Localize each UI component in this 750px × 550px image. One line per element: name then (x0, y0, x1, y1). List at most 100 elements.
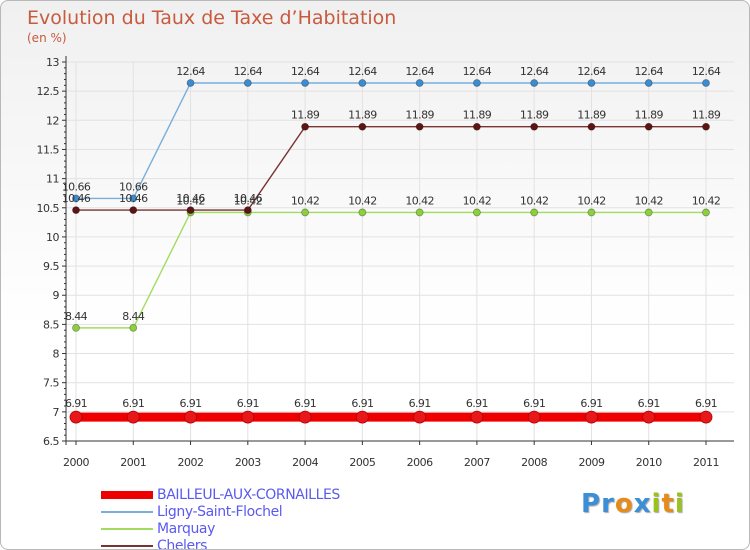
data-point (642, 410, 656, 424)
y-tick-label: 6.5 (43, 435, 59, 448)
data-point (473, 122, 481, 131)
y-tick-label: 13 (46, 56, 59, 69)
data-point (358, 208, 367, 217)
data-point (530, 122, 539, 131)
legend-label: Chelers (157, 537, 208, 550)
data-label: 12.64 (692, 65, 721, 78)
data-point (243, 206, 252, 215)
data-point (301, 122, 309, 131)
x-tick-label: 2008 (521, 456, 547, 469)
x-tick-label: 2007 (464, 456, 490, 469)
brand-logo: Proxiti (581, 489, 685, 519)
brand-letter: x (633, 489, 652, 519)
data-point (126, 410, 140, 424)
data-point (585, 410, 598, 424)
data-point (129, 206, 138, 215)
data-label: 12.64 (463, 65, 492, 78)
data-label: 10.42 (577, 194, 606, 207)
data-point (702, 122, 710, 131)
x-tick-label: 2011 (693, 456, 719, 469)
y-tick-label: 9 (53, 289, 60, 302)
brand-letter: t (661, 489, 675, 519)
legend-item: Ligny-Saint-Flochel (101, 503, 340, 520)
data-label: 6.91 (179, 397, 201, 410)
data-point (69, 410, 83, 424)
series-line (76, 211, 706, 329)
data-point (184, 410, 197, 424)
series-ligny-saint-flochel: 10.66 10.66 12.64 12.64 12.64 12.64 12.64 12.64… (62, 65, 721, 203)
data-label: 10.46 (62, 192, 91, 205)
data-point (301, 79, 309, 87)
data-label: 10.42 (692, 194, 721, 207)
data-point (415, 208, 424, 217)
series-marquay: 8.44 8.44 10.42 10.42 10.42 10.42 10.42 10.42 10… (65, 194, 721, 332)
data-label: 8.44 (122, 310, 145, 323)
y-tick-label: 12.5 (37, 85, 60, 98)
data-point (527, 410, 541, 424)
y-tick-label: 8.5 (43, 318, 59, 331)
data-point (186, 79, 195, 87)
series-line (76, 82, 706, 200)
data-point (415, 79, 424, 87)
data-label: 12.64 (176, 65, 205, 78)
data-label: 12.64 (291, 65, 320, 78)
data-point (298, 410, 312, 424)
data-point (241, 410, 255, 424)
data-label: 10.66 (119, 180, 148, 193)
data-label: 10.42 (234, 194, 263, 207)
data-point (587, 122, 596, 131)
data-point (473, 79, 481, 87)
data-label: 11.89 (463, 109, 492, 122)
data-label: 10.42 (463, 194, 492, 207)
data-point (72, 323, 80, 332)
series-chelers: 10.46 10.46 10.46 10.46 11.89 11.89 11.89 11.89… (62, 109, 721, 215)
y-tick-label: 10.5 (37, 202, 60, 215)
data-label: 12.64 (405, 65, 434, 78)
data-label: 6.91 (409, 397, 431, 410)
data-point (470, 410, 484, 424)
data-point (644, 122, 653, 131)
data-point (72, 206, 80, 215)
data-label: 11.89 (692, 109, 721, 122)
data-label: 12.64 (634, 65, 663, 78)
brand-letter: i (674, 489, 685, 519)
data-point (129, 194, 138, 203)
y-tick-label: 11 (46, 173, 59, 186)
legend-label: Ligny-Saint-Flochel (157, 503, 283, 520)
y-tick-label: 11.5 (37, 143, 60, 156)
data-label: 6.91 (65, 397, 87, 410)
data-point (72, 194, 80, 203)
data-label: 10.46 (119, 192, 148, 205)
data-point (129, 323, 138, 332)
data-label: 6.91 (122, 397, 144, 410)
data-point (358, 79, 367, 87)
series-line (76, 126, 706, 211)
data-point (702, 208, 710, 217)
data-label: 12.64 (520, 65, 549, 78)
data-label: 12.64 (234, 65, 263, 78)
data-label: 10.42 (520, 194, 549, 207)
data-point (358, 122, 367, 131)
data-label: 6.91 (351, 397, 373, 410)
data-point (530, 208, 539, 217)
data-label: 12.64 (348, 65, 377, 78)
data-label: 10.42 (348, 194, 377, 207)
data-label: 6.91 (466, 397, 488, 410)
x-tick-label: 2010 (636, 456, 662, 469)
data-label: 11.89 (634, 109, 663, 122)
data-point (702, 79, 710, 87)
data-label: 8.44 (65, 310, 88, 323)
legend-label: Marquay (157, 520, 215, 537)
data-label: 6.91 (237, 397, 259, 410)
x-tick-label: 2006 (407, 456, 433, 469)
data-label: 10.42 (176, 194, 205, 207)
data-label: 11.89 (405, 109, 434, 122)
y-tick-label: 7.5 (43, 377, 59, 390)
y-tick-label: 12 (46, 114, 59, 127)
y-tick-label: 10 (46, 231, 59, 244)
data-point (644, 79, 653, 87)
data-point (415, 122, 424, 131)
data-point (186, 206, 195, 215)
data-label: 11.89 (577, 109, 606, 122)
